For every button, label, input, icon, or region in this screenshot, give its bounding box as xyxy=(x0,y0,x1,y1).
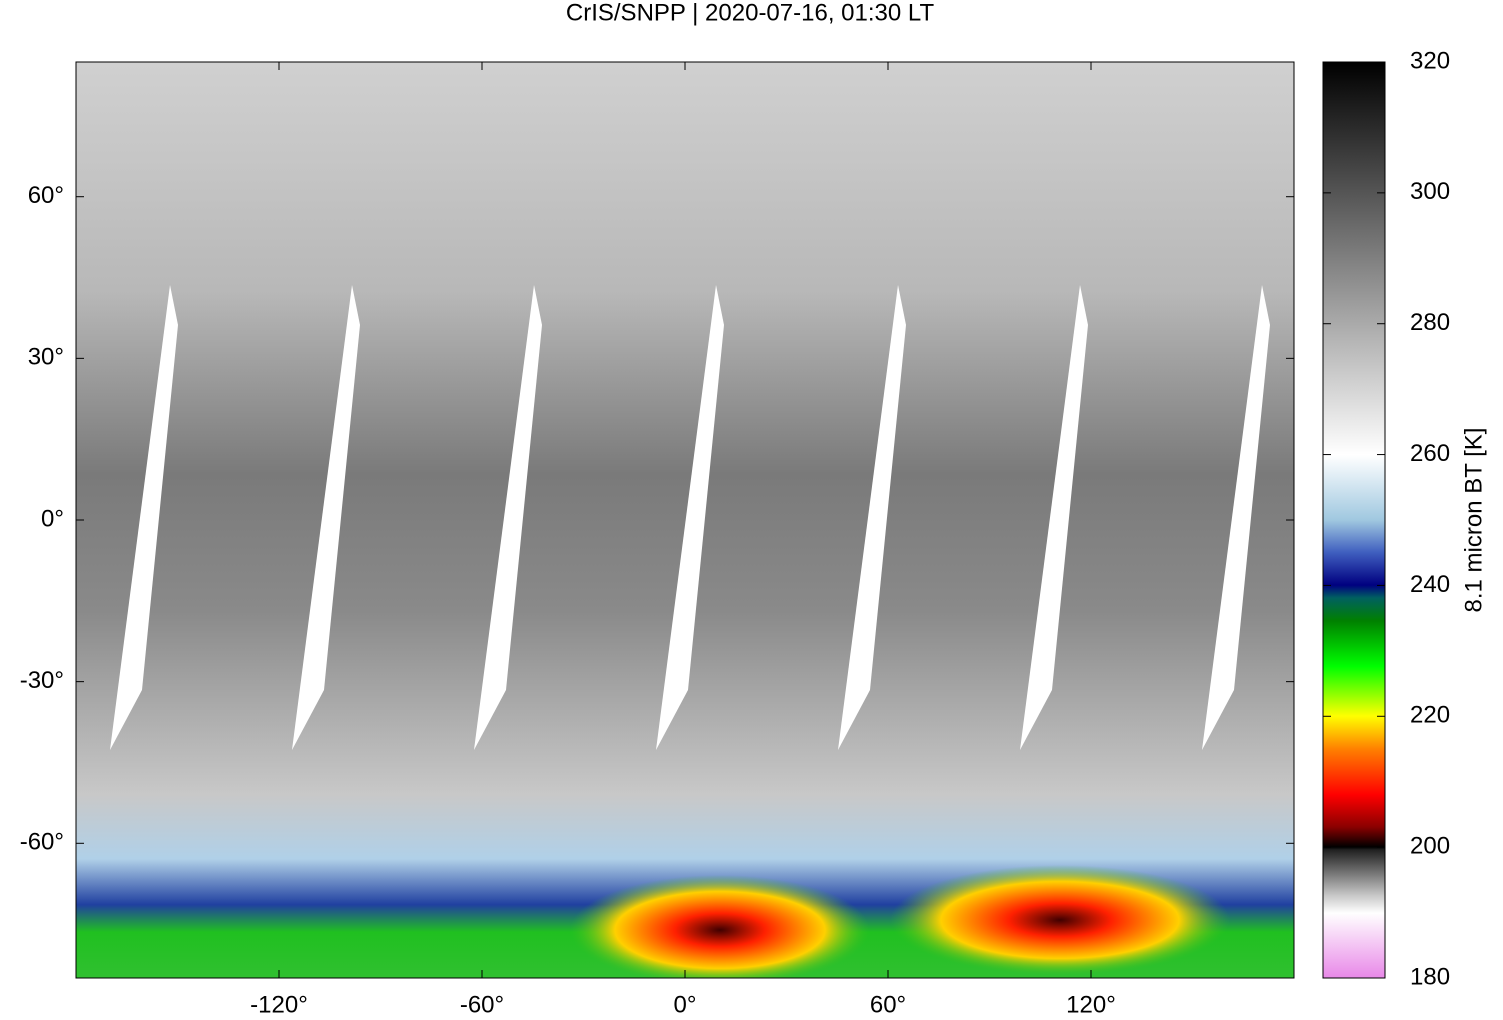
x-tick-label: -120° xyxy=(250,991,308,1018)
colorbar-tick-label: 280 xyxy=(1410,309,1450,336)
orbit-gap xyxy=(292,285,360,750)
y-tick-label: 60° xyxy=(28,182,64,209)
colorbar-tick-label: 220 xyxy=(1410,702,1450,729)
colorbar-tick-label: 320 xyxy=(1410,47,1450,74)
orbit-gap xyxy=(1020,285,1088,750)
x-tick-label: 120° xyxy=(1066,991,1116,1018)
map-background xyxy=(76,62,1294,978)
orbit-gap xyxy=(110,285,178,750)
x-tick-label: 0° xyxy=(674,991,697,1018)
y-tick-label: -30° xyxy=(20,667,64,694)
colorbar-tick-label: 300 xyxy=(1410,178,1450,205)
orbit-gap xyxy=(656,285,724,750)
y-tick-label: 0° xyxy=(41,505,64,532)
y-tick-label: 30° xyxy=(28,344,64,371)
hot-region xyxy=(570,875,870,978)
colorbar-tick-label: 260 xyxy=(1410,440,1450,467)
orbit-gap xyxy=(838,285,906,750)
colorbar-label: 8.1 micron BT [K] xyxy=(1460,428,1487,613)
x-tick-label: -60° xyxy=(460,991,504,1018)
hot-region xyxy=(890,865,1230,975)
map-image xyxy=(76,62,1294,978)
colorbar-tick-label: 180 xyxy=(1410,963,1450,990)
y-tick-label: -60° xyxy=(20,829,64,856)
swaths xyxy=(110,285,1270,750)
orbit-gap xyxy=(1202,285,1270,750)
x-tick-label: 60° xyxy=(870,991,906,1018)
chart-title: CrIS/SNPP | 2020-07-16, 01:30 LT xyxy=(566,0,935,26)
colorbar-tick-label: 200 xyxy=(1410,832,1450,859)
colorbar xyxy=(1322,61,1386,979)
colorbar-tick-label: 240 xyxy=(1410,571,1450,598)
orbit-gap xyxy=(474,285,542,750)
